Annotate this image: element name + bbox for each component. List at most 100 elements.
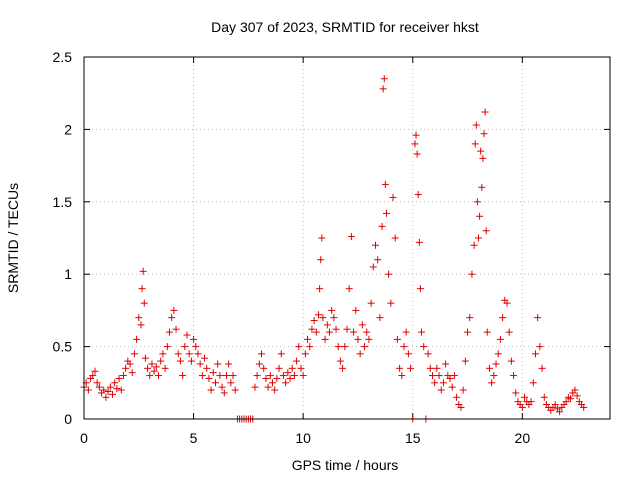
- data-point: [481, 108, 489, 116]
- data-point: [503, 299, 511, 307]
- data-point: [133, 335, 141, 343]
- data-point: [185, 350, 193, 358]
- data-point: [389, 193, 397, 201]
- data-point: [262, 374, 270, 382]
- y-tick-label: 0: [64, 411, 72, 427]
- data-point: [387, 299, 395, 307]
- data-point: [407, 364, 415, 372]
- data-point: [494, 350, 502, 358]
- data-point: [203, 364, 211, 372]
- data-point: [448, 383, 456, 391]
- data-point: [225, 360, 233, 368]
- x-axis-label: GPS time / hours: [292, 457, 399, 473]
- data-point: [341, 343, 349, 351]
- data-point: [334, 343, 342, 351]
- data-point: [396, 364, 404, 372]
- data-point: [170, 306, 178, 314]
- data-point: [251, 383, 259, 391]
- data-point: [437, 386, 445, 394]
- data-point: [279, 372, 287, 380]
- data-point: [531, 350, 539, 358]
- data-point: [402, 328, 410, 336]
- data-point: [473, 198, 481, 206]
- data-point: [343, 325, 351, 333]
- data-point: [336, 357, 344, 365]
- data-point: [330, 314, 338, 322]
- data-point: [293, 357, 301, 365]
- data-point: [391, 234, 399, 242]
- data-point: [218, 383, 226, 391]
- data-point: [350, 328, 358, 336]
- grid-lines: [84, 57, 610, 419]
- data-point: [319, 314, 327, 322]
- data-point: [420, 343, 428, 351]
- data-point: [190, 335, 198, 343]
- data-point: [433, 364, 441, 372]
- data-point: [277, 350, 285, 358]
- data-point: [450, 372, 458, 380]
- data-point: [222, 372, 230, 380]
- data-point: [411, 140, 419, 148]
- data-point: [290, 372, 298, 380]
- data-point: [128, 369, 136, 377]
- data-point: [155, 372, 163, 380]
- data-point: [345, 285, 353, 293]
- data-point: [496, 335, 504, 343]
- data-point: [146, 372, 154, 380]
- data-point: [91, 367, 99, 375]
- data-point: [198, 372, 206, 380]
- data-point: [172, 325, 180, 333]
- data-point: [119, 372, 127, 380]
- axis-ticks: [83, 56, 610, 420]
- data-point: [490, 372, 498, 380]
- data-point: [382, 209, 390, 217]
- data-point: [273, 374, 281, 382]
- data-point: [159, 350, 167, 358]
- data-point: [84, 386, 92, 394]
- data-point: [308, 325, 316, 333]
- data-point: [312, 328, 320, 336]
- data-point: [174, 350, 182, 358]
- data-point: [369, 263, 377, 271]
- data-point: [141, 354, 149, 362]
- data-point: [161, 364, 169, 372]
- data-point: [483, 328, 491, 336]
- data-point: [400, 343, 408, 351]
- data-point: [470, 241, 478, 249]
- data-point: [416, 285, 424, 293]
- data-points: [80, 75, 588, 423]
- data-point: [104, 387, 112, 395]
- data-point: [113, 385, 121, 393]
- data-point: [415, 238, 423, 246]
- data-point: [412, 131, 420, 139]
- data-point: [144, 364, 152, 372]
- data-point: [284, 369, 292, 377]
- data-point: [323, 321, 331, 329]
- data-point: [380, 75, 388, 83]
- y-tick-label: 2: [64, 121, 72, 137]
- data-point: [192, 343, 200, 351]
- plot-frame: [83, 56, 611, 420]
- tick-labels: 0 5 10 15 20 0 0.5 1 1.5 2 2.5: [53, 49, 531, 446]
- data-point: [214, 360, 222, 368]
- data-point: [381, 180, 389, 188]
- data-point: [505, 328, 513, 336]
- data-point: [374, 256, 382, 264]
- data-point: [157, 357, 165, 365]
- data-point: [551, 401, 559, 409]
- data-point: [212, 379, 219, 387]
- data-point: [306, 343, 314, 351]
- data-point: [163, 343, 171, 351]
- data-point: [414, 191, 422, 199]
- data-point: [439, 379, 447, 387]
- data-point: [435, 372, 443, 380]
- data-point: [264, 383, 272, 391]
- data-point: [318, 234, 326, 242]
- data-point: [304, 335, 312, 343]
- data-point: [479, 154, 487, 162]
- data-point: [457, 403, 465, 411]
- data-point: [271, 386, 279, 394]
- data-point: [95, 383, 103, 391]
- y-tick-label: 2.5: [53, 49, 73, 65]
- data-point: [266, 372, 274, 380]
